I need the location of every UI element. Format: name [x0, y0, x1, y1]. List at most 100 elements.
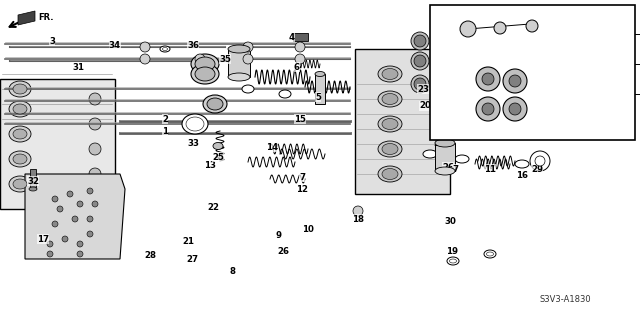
Text: 22: 22	[207, 203, 219, 211]
Ellipse shape	[195, 57, 215, 71]
Circle shape	[530, 151, 550, 171]
Circle shape	[47, 251, 53, 257]
Ellipse shape	[9, 151, 31, 167]
Circle shape	[535, 156, 545, 166]
Text: 30: 30	[434, 100, 446, 108]
Ellipse shape	[382, 168, 398, 180]
Circle shape	[476, 67, 500, 91]
Ellipse shape	[378, 91, 402, 107]
Circle shape	[77, 241, 83, 247]
Ellipse shape	[182, 114, 208, 134]
Text: 20: 20	[532, 120, 544, 129]
Text: 19: 19	[456, 112, 468, 121]
Polygon shape	[25, 174, 125, 259]
Circle shape	[482, 103, 494, 115]
Text: 30: 30	[497, 34, 509, 43]
Text: 19: 19	[534, 122, 546, 130]
Circle shape	[77, 201, 83, 207]
Ellipse shape	[29, 187, 37, 191]
Text: 1: 1	[162, 127, 168, 136]
Ellipse shape	[382, 69, 398, 79]
Circle shape	[503, 97, 527, 121]
Circle shape	[67, 191, 73, 197]
Circle shape	[534, 78, 546, 90]
Ellipse shape	[411, 52, 429, 70]
Ellipse shape	[378, 166, 402, 182]
Ellipse shape	[315, 71, 325, 77]
Ellipse shape	[491, 32, 509, 50]
Ellipse shape	[486, 252, 493, 256]
Text: 14: 14	[266, 143, 278, 152]
Circle shape	[243, 54, 253, 64]
Bar	[315, 74, 325, 104]
Bar	[0, 79, 115, 209]
Ellipse shape	[382, 144, 398, 154]
Circle shape	[509, 103, 521, 115]
Circle shape	[503, 69, 527, 93]
Text: 10: 10	[302, 225, 314, 234]
Text: 2: 2	[162, 115, 168, 123]
Text: 3: 3	[49, 36, 55, 46]
Ellipse shape	[504, 130, 516, 138]
Ellipse shape	[195, 67, 215, 81]
Ellipse shape	[207, 98, 223, 110]
Ellipse shape	[191, 64, 219, 84]
Text: 32: 32	[27, 176, 39, 186]
Bar	[355, 49, 450, 194]
Circle shape	[52, 221, 58, 227]
Ellipse shape	[382, 93, 398, 105]
Ellipse shape	[534, 115, 546, 123]
Circle shape	[509, 75, 521, 87]
Ellipse shape	[411, 32, 429, 50]
Text: 19: 19	[446, 247, 458, 256]
Text: 19: 19	[438, 78, 451, 86]
Polygon shape	[18, 11, 35, 25]
Ellipse shape	[531, 75, 549, 93]
Ellipse shape	[213, 143, 223, 150]
Text: 21: 21	[182, 236, 194, 246]
Ellipse shape	[506, 132, 513, 136]
Ellipse shape	[435, 117, 442, 121]
Text: 17: 17	[37, 234, 49, 243]
Text: 25: 25	[212, 152, 224, 161]
Text: 7: 7	[452, 165, 458, 174]
Ellipse shape	[491, 52, 509, 70]
Circle shape	[140, 42, 150, 52]
Ellipse shape	[203, 95, 227, 113]
Circle shape	[476, 97, 500, 121]
Circle shape	[494, 78, 506, 90]
Text: 27: 27	[186, 255, 198, 263]
Ellipse shape	[449, 259, 456, 263]
Circle shape	[140, 54, 150, 64]
Text: 30: 30	[469, 34, 481, 43]
Ellipse shape	[531, 32, 549, 50]
Ellipse shape	[160, 46, 170, 52]
Ellipse shape	[279, 90, 291, 98]
Ellipse shape	[378, 66, 402, 82]
Ellipse shape	[378, 116, 402, 132]
Text: 12: 12	[296, 184, 308, 194]
Ellipse shape	[378, 141, 402, 157]
Ellipse shape	[491, 75, 509, 93]
Text: 29: 29	[531, 165, 543, 174]
Text: 30: 30	[444, 217, 456, 226]
Text: 26: 26	[442, 162, 454, 172]
Circle shape	[414, 78, 426, 90]
Text: 36: 36	[187, 41, 199, 50]
Ellipse shape	[536, 117, 543, 121]
Ellipse shape	[13, 129, 27, 139]
Ellipse shape	[242, 85, 254, 93]
Bar	[228, 49, 250, 77]
Text: 24: 24	[444, 85, 456, 93]
Circle shape	[414, 35, 426, 47]
Ellipse shape	[411, 75, 429, 93]
Text: FR.: FR.	[38, 12, 54, 21]
Circle shape	[526, 20, 538, 32]
Ellipse shape	[13, 104, 27, 114]
Ellipse shape	[228, 73, 250, 81]
Circle shape	[494, 35, 506, 47]
Ellipse shape	[9, 126, 31, 142]
Ellipse shape	[228, 45, 250, 53]
Circle shape	[72, 216, 78, 222]
Circle shape	[454, 78, 466, 90]
